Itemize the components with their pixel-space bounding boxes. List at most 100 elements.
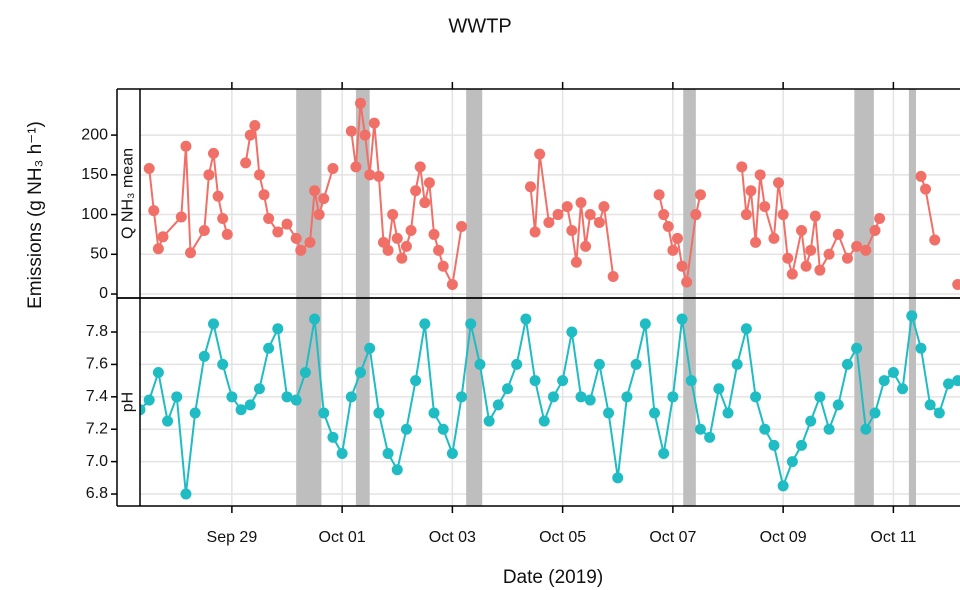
data-point bbox=[621, 391, 633, 403]
x-tick-label: Oct 07 bbox=[649, 529, 696, 546]
data-point bbox=[318, 193, 330, 205]
data-point bbox=[561, 201, 573, 213]
data-point bbox=[658, 209, 670, 221]
data-point bbox=[253, 383, 265, 395]
data-point bbox=[258, 189, 270, 201]
data-point bbox=[671, 232, 683, 244]
data-point bbox=[423, 177, 435, 189]
data-point bbox=[869, 224, 881, 236]
data-point bbox=[750, 391, 762, 403]
data-point bbox=[593, 358, 605, 370]
data-point bbox=[782, 252, 794, 264]
data-point bbox=[437, 423, 449, 435]
data-point bbox=[405, 224, 417, 236]
data-point bbox=[387, 209, 399, 221]
data-point bbox=[768, 232, 780, 244]
shaded-range bbox=[355, 298, 370, 506]
data-point bbox=[920, 183, 932, 195]
data-point bbox=[786, 456, 798, 468]
data-point bbox=[263, 213, 275, 225]
data-point bbox=[676, 260, 688, 272]
data-point bbox=[162, 415, 174, 427]
data-point bbox=[226, 391, 238, 403]
data-point bbox=[598, 201, 610, 213]
data-point bbox=[841, 252, 853, 264]
data-point bbox=[148, 205, 160, 217]
data-point bbox=[612, 472, 624, 484]
data-point bbox=[318, 407, 330, 419]
y-tick-label: 6.8 bbox=[86, 485, 108, 502]
x-tick-label: Oct 01 bbox=[319, 529, 366, 546]
data-point bbox=[419, 197, 431, 209]
data-point bbox=[915, 342, 927, 354]
data-point bbox=[364, 169, 376, 181]
data-point bbox=[860, 423, 872, 435]
data-point bbox=[249, 120, 261, 132]
data-point bbox=[557, 375, 569, 387]
data-point bbox=[345, 391, 357, 403]
data-point bbox=[502, 383, 514, 395]
data-point bbox=[185, 247, 197, 259]
data-point bbox=[832, 228, 844, 240]
data-point bbox=[355, 367, 367, 379]
data-point bbox=[676, 313, 688, 325]
data-point bbox=[759, 201, 771, 213]
data-point bbox=[295, 244, 307, 256]
data-point bbox=[492, 399, 504, 411]
chart-title: WWTP bbox=[448, 15, 511, 37]
data-point bbox=[773, 177, 785, 189]
data-point bbox=[759, 423, 771, 435]
x-tick-label: Oct 09 bbox=[760, 529, 807, 546]
data-point bbox=[281, 391, 293, 403]
data-point bbox=[768, 439, 780, 451]
data-point bbox=[290, 394, 302, 406]
y-tick-label: 7.2 bbox=[86, 420, 108, 437]
data-point bbox=[823, 248, 835, 260]
data-point bbox=[198, 224, 210, 236]
data-point bbox=[327, 162, 339, 174]
data-point bbox=[299, 367, 311, 379]
data-point bbox=[368, 117, 380, 129]
data-point bbox=[524, 181, 536, 193]
panel bbox=[140, 310, 960, 500]
y-tick-label: 7.0 bbox=[86, 453, 108, 470]
data-point bbox=[400, 423, 412, 435]
data-point bbox=[933, 407, 945, 419]
data-point bbox=[263, 342, 275, 354]
data-point bbox=[552, 209, 564, 221]
data-point bbox=[809, 210, 821, 222]
data-point bbox=[832, 399, 844, 411]
data-point bbox=[529, 375, 541, 387]
panel bbox=[143, 97, 960, 290]
data-point bbox=[800, 260, 812, 272]
data-point bbox=[290, 232, 302, 244]
data-point bbox=[483, 415, 495, 427]
data-point bbox=[212, 190, 224, 202]
data-point bbox=[152, 367, 164, 379]
data-point bbox=[511, 358, 523, 370]
data-point bbox=[281, 218, 293, 230]
data-point bbox=[566, 326, 578, 338]
data-point bbox=[690, 209, 702, 221]
data-point bbox=[745, 185, 757, 197]
data-point bbox=[653, 189, 665, 201]
y-tick-label: 7.6 bbox=[86, 356, 108, 373]
data-point bbox=[180, 140, 192, 152]
y-tick-label: 100 bbox=[81, 206, 108, 223]
data-point bbox=[943, 378, 955, 390]
data-point bbox=[272, 323, 284, 335]
data-point bbox=[446, 278, 458, 290]
data-point bbox=[713, 383, 725, 395]
x-tick-label: Oct 05 bbox=[539, 529, 586, 546]
data-point bbox=[575, 197, 587, 209]
data-point bbox=[217, 213, 229, 225]
data-point bbox=[446, 448, 458, 460]
data-point bbox=[309, 185, 321, 197]
y-tick-label: 150 bbox=[81, 166, 108, 183]
data-point bbox=[841, 358, 853, 370]
shaded-range bbox=[854, 298, 874, 506]
x-tick-label: Oct 11 bbox=[870, 529, 916, 546]
data-point bbox=[952, 375, 960, 387]
data-point bbox=[814, 391, 826, 403]
